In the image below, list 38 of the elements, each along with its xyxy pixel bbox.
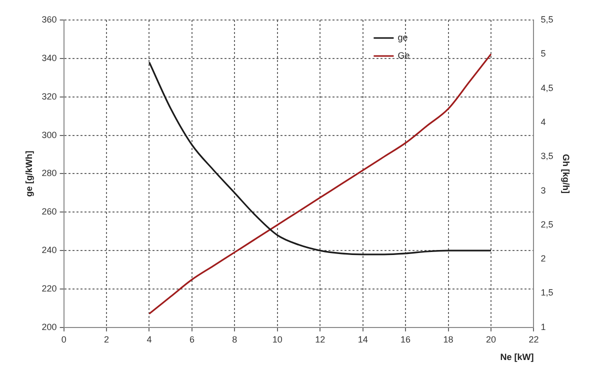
y2-tick-label: 2	[540, 254, 546, 264]
y-tick-label: 200	[42, 322, 57, 332]
y-axis-title: ge [g/kWh]	[24, 150, 34, 197]
y2-tick-label: 4	[540, 116, 546, 127]
y-tick-label: 220	[42, 283, 57, 294]
y-tick-label: 240	[42, 245, 57, 256]
x-tick-label: 0	[61, 334, 66, 344]
x-tick-label: 10	[272, 334, 282, 344]
y-tick-label: 280	[42, 168, 57, 178]
y2-tick-label: 1,5	[540, 288, 554, 298]
x-tick-label: 22	[528, 334, 539, 344]
legend-label: ge	[398, 32, 408, 42]
y-tick-label: 300	[42, 130, 57, 140]
y2-tick-label: 1	[540, 322, 546, 332]
y2-tick-label: 3,5	[540, 151, 554, 162]
y-tick-label: 320	[42, 91, 57, 102]
y2-tick-label: 4,5	[540, 82, 554, 93]
x-tick-label: 12	[315, 334, 326, 344]
x-axis-title: Ne [kW]	[500, 352, 534, 362]
y2-tick-label: 2,5	[540, 219, 554, 230]
legend-label: Ge	[398, 50, 410, 60]
x-tick-label: 14	[358, 334, 368, 344]
x-tick-label: 8	[232, 334, 238, 344]
x-tick-label: 16	[400, 334, 411, 344]
y2-axis-title: Gh [kg/h]	[561, 154, 572, 194]
x-tick-label: 2	[104, 334, 110, 344]
y-tick-label: 360	[42, 14, 57, 24]
y2-tick-label: 5,5	[540, 14, 554, 24]
x-tick-label: 6	[189, 334, 194, 344]
x-tick-label: 18	[443, 334, 454, 344]
x-tick-label: 20	[486, 334, 496, 344]
y-tick-label: 260	[42, 206, 57, 217]
line-series	[148, 61, 492, 256]
y-tick-label: 340	[42, 52, 57, 63]
line-series	[148, 53, 492, 315]
x-tick-label: 4	[146, 334, 152, 344]
y2-tick-label: 5	[540, 48, 546, 59]
y2-tick-label: 3	[540, 185, 546, 196]
